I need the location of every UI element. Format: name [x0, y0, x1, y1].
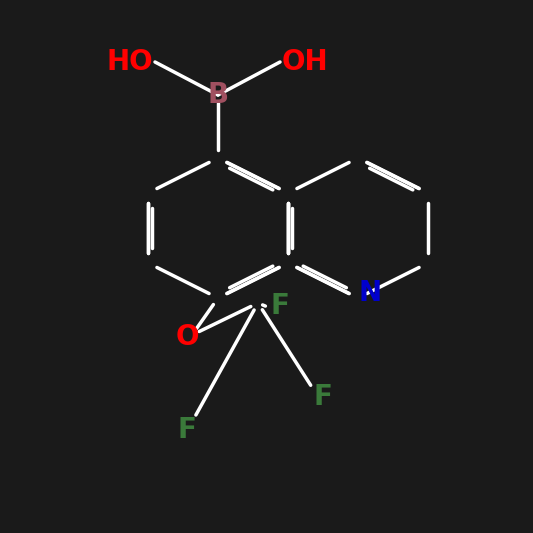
Text: F: F — [271, 292, 289, 320]
Text: F: F — [177, 416, 197, 444]
Text: HO: HO — [107, 48, 153, 76]
Text: F: F — [313, 383, 333, 411]
Text: OH: OH — [282, 48, 329, 76]
Text: N: N — [358, 279, 382, 307]
Text: O: O — [175, 323, 199, 351]
Text: B: B — [207, 81, 229, 109]
